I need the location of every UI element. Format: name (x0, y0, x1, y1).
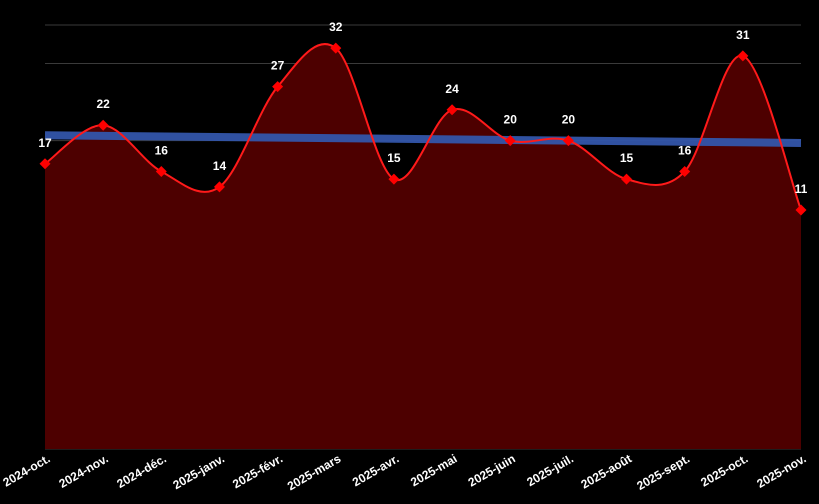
trendline (44, 131, 802, 147)
data-marker (272, 81, 284, 93)
data-marker (504, 135, 516, 147)
data-marker (795, 204, 807, 216)
area-fill (45, 43, 801, 449)
data-label: 31 (736, 28, 750, 42)
x-tick-label: 2025-mai (408, 451, 459, 489)
x-tick-label: 2025-nov. (754, 451, 808, 490)
data-label: 32 (329, 20, 343, 34)
x-tick-label: 2025-août (579, 451, 635, 491)
data-label: 16 (678, 143, 692, 157)
data-marker (621, 173, 633, 185)
x-tick-label: 2025-sept. (634, 451, 692, 492)
data-marker (213, 181, 225, 193)
x-tick-label: 2025-juil. (524, 451, 575, 489)
data-label: 11 (795, 182, 808, 196)
data-marker (330, 42, 342, 54)
data-label: 22 (96, 97, 110, 111)
data-marker (388, 173, 400, 185)
series-line (44, 43, 802, 211)
data-label: 20 (562, 113, 576, 127)
data-marker (97, 119, 109, 131)
data-markers (39, 42, 807, 216)
data-label: 27 (271, 59, 285, 73)
x-tick-label: 2025-févr. (230, 451, 285, 491)
x-tick-label: 2024-nov. (56, 451, 110, 490)
data-label: 14 (213, 159, 227, 173)
data-label: 24 (445, 82, 459, 96)
data-marker (39, 158, 51, 170)
x-tick-label: 2025-janv. (170, 451, 226, 492)
x-tick-label: 2025-oct. (698, 451, 750, 489)
x-tick-label: 2025-mars (285, 451, 344, 493)
data-marker (155, 165, 167, 177)
data-marker (679, 165, 691, 177)
data-label: 15 (387, 151, 401, 165)
x-tick-label: 2024-oct. (0, 451, 52, 489)
data-label: 20 (504, 113, 518, 127)
data-marker (562, 135, 574, 147)
data-label: 15 (620, 151, 634, 165)
data-marker (737, 50, 749, 62)
x-axis-tick-labels: 2024-oct. 2024-nov. 2024-déc. 2025-janv. 202… (0, 451, 808, 493)
x-tick-label: 2024-déc. (114, 451, 168, 490)
data-labels: 17 22 16 14 27 32 15 24 20 20 15 16 31 11 (38, 20, 807, 196)
data-marker (446, 104, 458, 116)
x-tick-label: 2025-avr. (350, 451, 402, 489)
data-label: 17 (38, 136, 52, 150)
data-label: 16 (155, 143, 169, 157)
x-tick-label: 2025-juin (466, 451, 518, 489)
